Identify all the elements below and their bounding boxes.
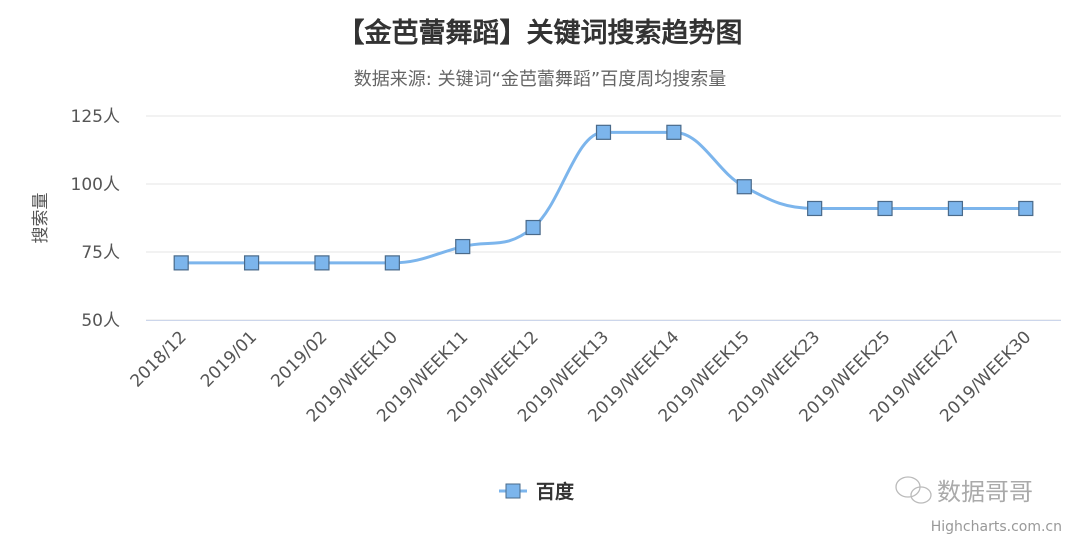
data-point-marker [173,255,189,271]
x-tick-label: 2019/01 [197,327,261,391]
data-point-marker [877,200,893,217]
data-point-marker [807,200,823,217]
chart-subtitle: 数据来源: 关键词“金芭蕾舞蹈”百度周均搜索量 [354,69,726,90]
data-point-marker [595,124,612,140]
data-point-marker [243,255,260,271]
wechat-icon [895,476,932,504]
data-point-marker [736,179,752,195]
data-point-marker [384,255,400,271]
data-point-marker [525,219,541,236]
y-axis-label: 搜索量 [31,193,51,244]
chart-title: 【金芭蕾舞蹈】关键词搜索趋势图 [338,17,743,49]
data-point-marker [666,124,682,140]
x-tick-label: 2019/02 [267,327,331,391]
y-tick-label: 100人 [71,175,120,195]
data-point-marker [947,200,964,217]
data-point-marker [455,238,471,255]
watermark: 数据哥哥 [895,476,1033,506]
x-tick-label: 2018/12 [127,327,191,391]
y-tick-label: 125人 [71,107,120,127]
y-tick-label: 50人 [81,311,120,331]
data-point-marker [1018,200,1034,217]
credits-link[interactable]: Highcharts.com.cn [931,519,1062,535]
watermark-text: 数据哥哥 [937,478,1033,506]
legend-item-baidu[interactable]: 百度 [499,480,575,503]
data-point-marker [314,255,330,271]
legend-square-marker-icon [505,483,521,499]
y-tick-label: 75人 [81,243,120,263]
series-line [181,130,1026,265]
legend-label: 百度 [536,480,575,503]
